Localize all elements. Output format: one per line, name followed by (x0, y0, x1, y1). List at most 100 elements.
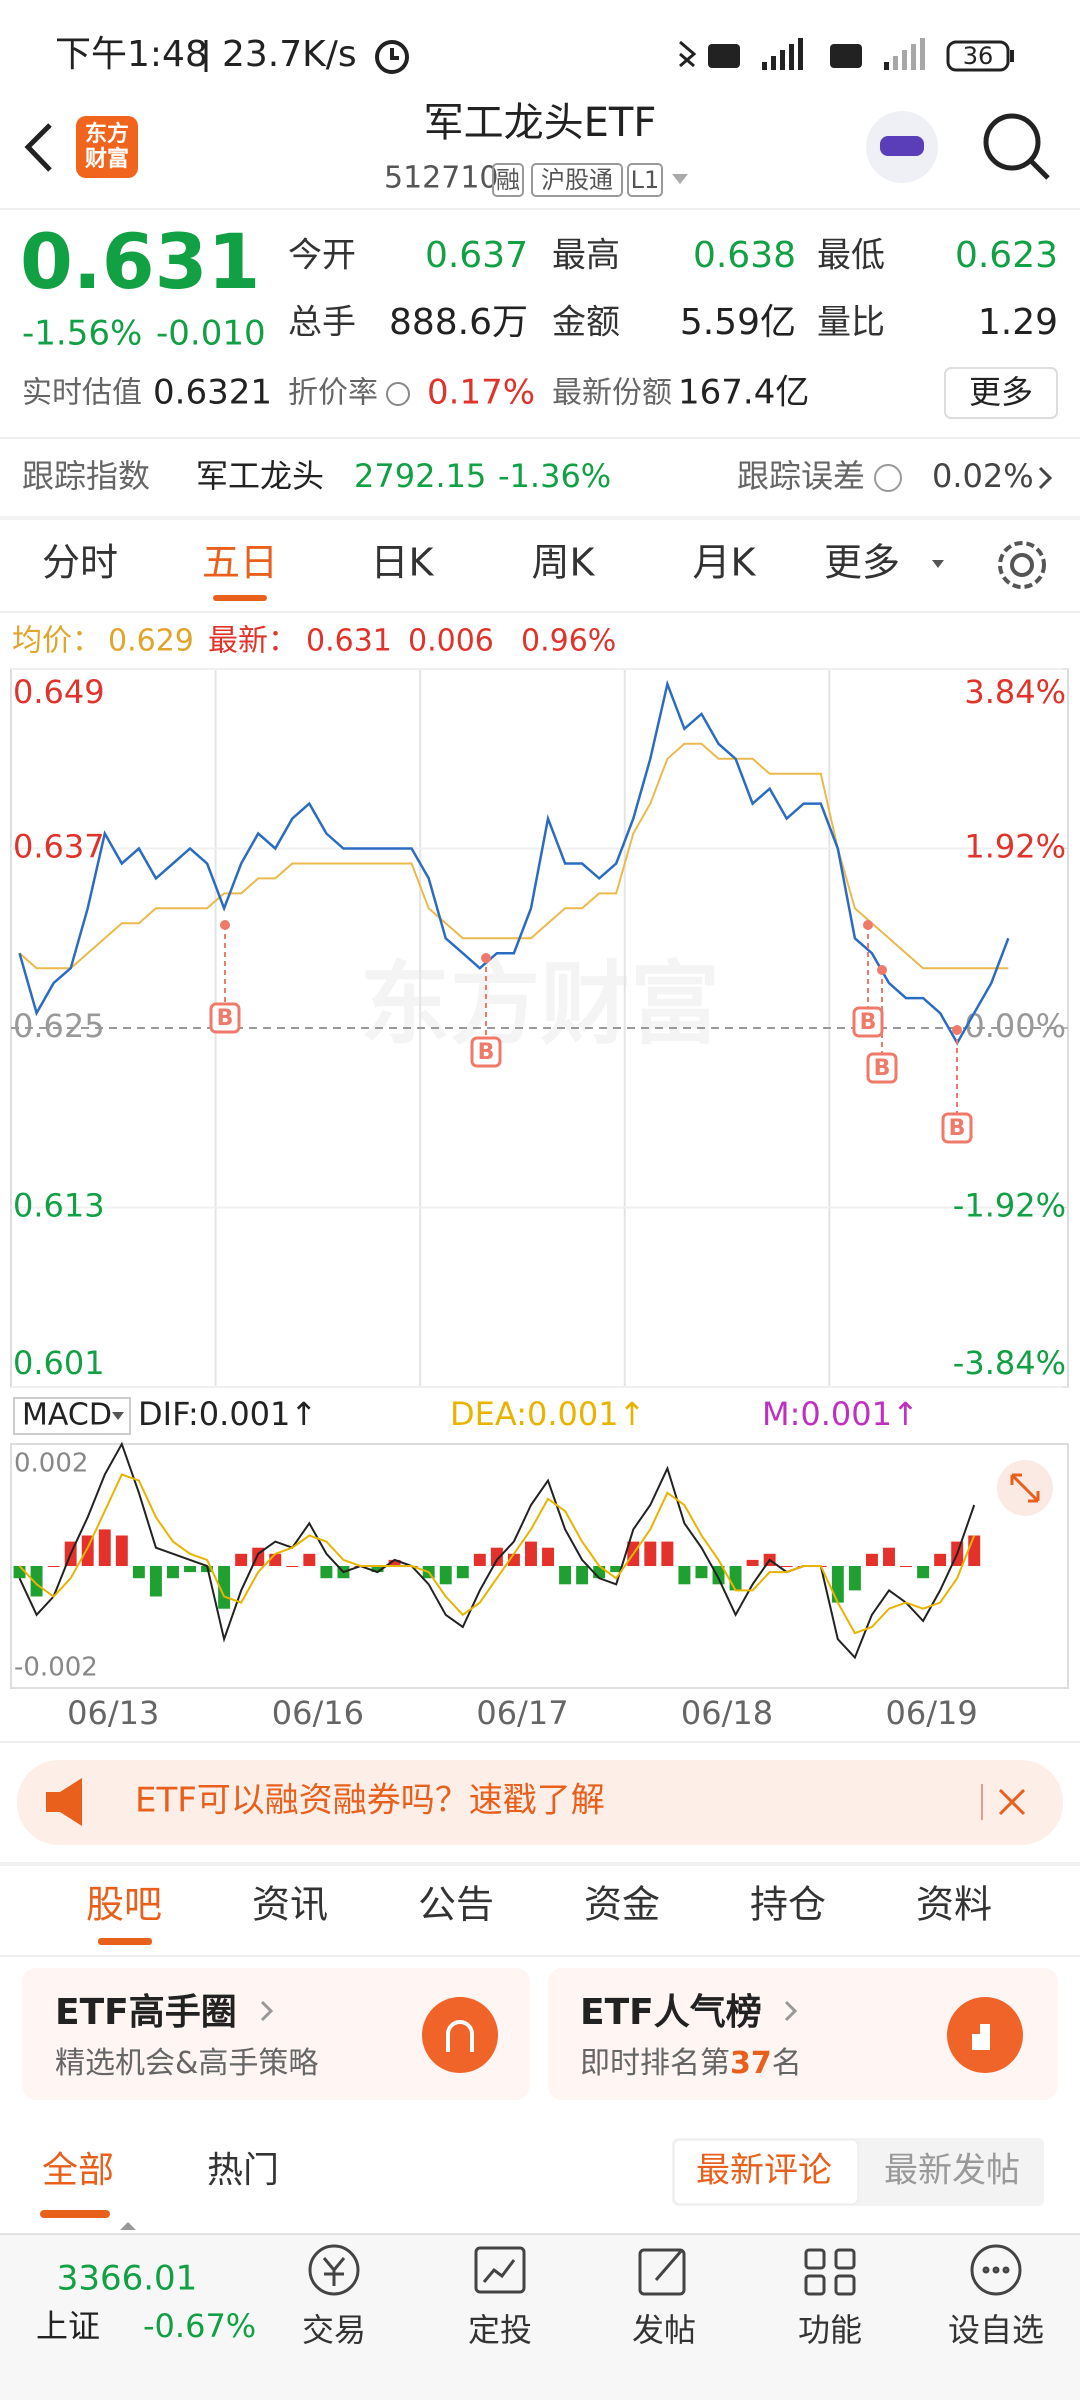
banner-text[interactable]: ETF可以融资融券吗？速戳了解 (135, 1781, 605, 1821)
marker-box (209, 1002, 241, 1034)
back-button[interactable] (24, 123, 52, 172)
indicator-select[interactable] (13, 1397, 131, 1435)
nav-item[interactable]: 定投 (468, 2311, 532, 2349)
section-tab[interactable]: 资料 (916, 1883, 992, 1927)
stat-value: 0.637 (425, 235, 528, 276)
nav-item[interactable]: 设自选 (948, 2311, 1044, 2349)
macd-bar (695, 1566, 708, 1579)
m-label: M:0.001↑ (762, 1395, 919, 1433)
estimate-value: 0.6321 (153, 373, 272, 413)
macd-bar (286, 1566, 299, 1567)
macd-bar (848, 1566, 861, 1591)
marker-dot (481, 953, 491, 963)
macd-bar (678, 1566, 691, 1585)
megaphone-icon (46, 1778, 82, 1826)
bottom-bar (0, 2234, 1080, 2400)
index-value[interactable]: 3366.01 (57, 2259, 198, 2299)
chart-tab[interactable]: 月K (693, 541, 757, 585)
y-tick-label: 0.613 (13, 1187, 105, 1225)
y2-tick-label: 1.92% (964, 828, 1066, 866)
sort-tab[interactable]: 最新评论 (696, 2151, 832, 2191)
macd-bar (610, 1566, 623, 1573)
dea-line (18, 1473, 976, 1635)
marker-box (941, 1112, 973, 1144)
marker-box (470, 1036, 502, 1068)
avatar-visor (880, 136, 924, 156)
feed-tab[interactable]: 热门 (207, 2150, 279, 2191)
macd-bar (780, 1566, 793, 1567)
indicator-name[interactable]: MACD (22, 1398, 112, 1433)
card-subtitle-part: 即时排名第 (580, 2046, 730, 2081)
chevron[interactable] (1038, 466, 1053, 490)
macd-bar (917, 1566, 930, 1579)
logo-text: 财富 (85, 146, 129, 172)
app-logo[interactable] (76, 116, 138, 178)
error-value[interactable]: 0.02% (932, 457, 1034, 495)
section-tab[interactable]: 公告 (418, 1883, 494, 1927)
macd-bar (371, 1566, 384, 1573)
macd-bar (883, 1547, 895, 1566)
stat-value: 0.638 (693, 235, 796, 276)
macd-bar (320, 1566, 333, 1579)
more-button[interactable] (944, 367, 1058, 419)
chart-tab[interactable]: 日K (371, 541, 435, 585)
y2-tick-label: -1.92% (953, 1187, 1066, 1225)
nav-item[interactable]: 交易 (302, 2311, 366, 2349)
chart-tab[interactable]: 周K (532, 541, 596, 585)
card-title[interactable]: ETF高手圈 (55, 1992, 237, 2033)
nav-item[interactable]: 发帖 (632, 2311, 696, 2349)
x-tick-label: 06/17 (476, 1694, 568, 1732)
feed-tab[interactable]: 全部 (42, 2150, 114, 2191)
nav-item[interactable]: 功能 (798, 2311, 862, 2349)
sort-active[interactable] (673, 2139, 859, 2205)
banner[interactable] (17, 1760, 1063, 1845)
battery-tip (1010, 50, 1014, 62)
section-tab[interactable]: 持仓 (750, 1883, 826, 1927)
macd-bar (235, 1553, 248, 1566)
chart-tab[interactable]: 更多 (824, 541, 900, 585)
dea-label: DEA:0.001↑ (450, 1395, 645, 1433)
sort-tab[interactable]: 最新发帖 (884, 2151, 1020, 2191)
settings-button[interactable] (998, 541, 1046, 589)
index-arrow (120, 2222, 136, 2230)
stat-value: 888.6万 (389, 302, 528, 343)
section-tab[interactable]: 资金 (584, 1883, 660, 1927)
chart-tab[interactable]: 分时 (42, 541, 118, 585)
macd-bar (81, 1535, 94, 1566)
chevron (260, 2000, 274, 2022)
tab-indicator (213, 595, 267, 601)
macd-bar (729, 1566, 742, 1591)
stat-label: 最低 (817, 236, 885, 276)
card[interactable] (22, 1968, 530, 2100)
change-percent: -1.56% (22, 314, 142, 354)
legend-item: 0.629 (108, 624, 194, 659)
macd-bar (507, 1553, 520, 1566)
search-button[interactable] (983, 113, 1050, 180)
card[interactable] (548, 1968, 1058, 2100)
chart-tab[interactable]: 五日 (202, 541, 278, 585)
section-tab[interactable]: 资讯 (252, 1883, 328, 1927)
y2-tick-label: -3.84% (953, 1344, 1066, 1382)
more-button-label[interactable]: 更多 (969, 373, 1033, 411)
macd-bar (149, 1566, 162, 1597)
section-tab[interactable]: 股吧 (86, 1883, 162, 1927)
stat-label: 今开 (288, 236, 356, 276)
macd-bar (13, 1566, 26, 1579)
index-change: -0.67% (143, 2307, 256, 2345)
macd-bar (439, 1566, 452, 1585)
tag: 沪股通 (541, 166, 613, 194)
info-icon (386, 382, 410, 406)
macd-bar (47, 1566, 60, 1567)
macd-bar (473, 1553, 486, 1566)
x-tick-label: 06/13 (67, 1694, 159, 1732)
card-title[interactable]: ETF人气榜 (580, 1992, 762, 2033)
help-icon (874, 464, 902, 492)
logo-text: 东方 (85, 121, 129, 147)
tracking-index: 军工龙头 (196, 457, 324, 495)
separator (0, 516, 1080, 520)
close-button[interactable] (998, 1788, 1026, 1816)
signal-icons (679, 38, 925, 70)
marker-dot (877, 965, 887, 975)
